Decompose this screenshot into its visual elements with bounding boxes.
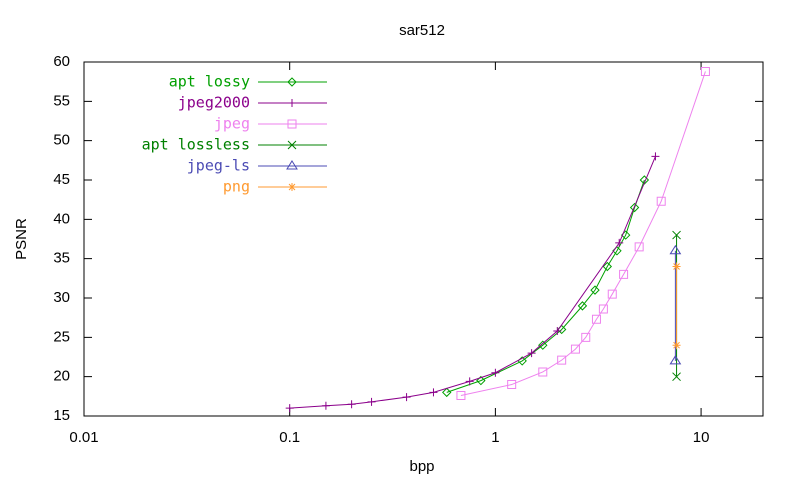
- x-tick-label: 0.1: [279, 429, 300, 446]
- legend-marker: [288, 183, 296, 191]
- point-marker: [442, 387, 452, 398]
- point-marker: [507, 380, 517, 390]
- point-marker: [476, 375, 486, 386]
- point-marker: [321, 401, 330, 410]
- point-marker: [700, 66, 710, 76]
- point-marker: [669, 354, 682, 365]
- point-marker: [669, 244, 682, 255]
- point-marker: [590, 285, 600, 295]
- point-marker: [285, 404, 294, 413]
- y-tick-label: 30: [53, 289, 70, 306]
- point-marker: [402, 393, 411, 402]
- point-marker: [651, 152, 660, 161]
- legend-marker: [288, 99, 296, 107]
- point-marker: [557, 355, 567, 365]
- legend-label: jpeg2000: [178, 94, 250, 112]
- point-marker: [629, 202, 640, 213]
- point-marker: [591, 314, 601, 324]
- y-tick-label: 25: [53, 328, 70, 345]
- series-line: [289, 156, 656, 409]
- series-line: [446, 179, 645, 393]
- y-tick-label: 60: [53, 53, 70, 70]
- legend-marker: [286, 160, 298, 170]
- point-marker: [570, 344, 580, 354]
- point-marker: [538, 367, 548, 377]
- point-marker: [672, 341, 681, 350]
- legend-marker: [287, 119, 297, 129]
- point-marker: [615, 238, 624, 247]
- chart-title: sar512: [399, 22, 445, 39]
- y-tick-label: 35: [53, 250, 70, 267]
- y-axis-label: PSNR: [13, 218, 30, 260]
- y-tick-label: 40: [53, 210, 70, 227]
- point-marker: [598, 304, 608, 314]
- y-tick-label: 50: [53, 132, 70, 149]
- legend-label: png: [223, 178, 250, 196]
- point-marker: [619, 269, 629, 279]
- point-marker: [672, 262, 681, 271]
- point-marker: [367, 397, 376, 406]
- point-marker: [581, 332, 591, 342]
- point-marker: [672, 230, 681, 240]
- y-tick-label: 45: [53, 171, 70, 188]
- x-tick-label: 10: [693, 429, 710, 446]
- legend-label: apt lossless: [142, 136, 250, 154]
- point-marker: [553, 327, 562, 336]
- x-tick-label: 1: [491, 429, 499, 446]
- x-tick-label: 0.01: [69, 429, 98, 446]
- y-tick-label: 15: [53, 407, 70, 424]
- legend-label: jpeg-ls: [187, 157, 250, 175]
- point-marker: [347, 400, 356, 409]
- point-marker: [538, 340, 548, 350]
- point-marker: [672, 372, 681, 382]
- x-axis-label: bpp: [409, 458, 434, 475]
- point-marker: [602, 261, 613, 272]
- point-marker: [634, 242, 644, 252]
- y-tick-label: 20: [53, 368, 70, 385]
- legend-label: jpeg: [214, 115, 250, 133]
- point-marker: [527, 349, 536, 358]
- point-marker: [456, 391, 466, 401]
- legend-marker: [287, 77, 297, 87]
- point-marker: [607, 289, 617, 299]
- y-tick-label: 55: [53, 92, 70, 109]
- series-line: [460, 71, 706, 397]
- legend-marker: [287, 140, 297, 150]
- point-marker: [491, 368, 500, 377]
- point-marker: [577, 301, 588, 311]
- plot-border: [83, 61, 764, 417]
- point-marker: [465, 377, 474, 386]
- legend-label: apt lossy: [169, 73, 250, 91]
- point-marker: [429, 388, 438, 397]
- point-marker: [656, 196, 666, 206]
